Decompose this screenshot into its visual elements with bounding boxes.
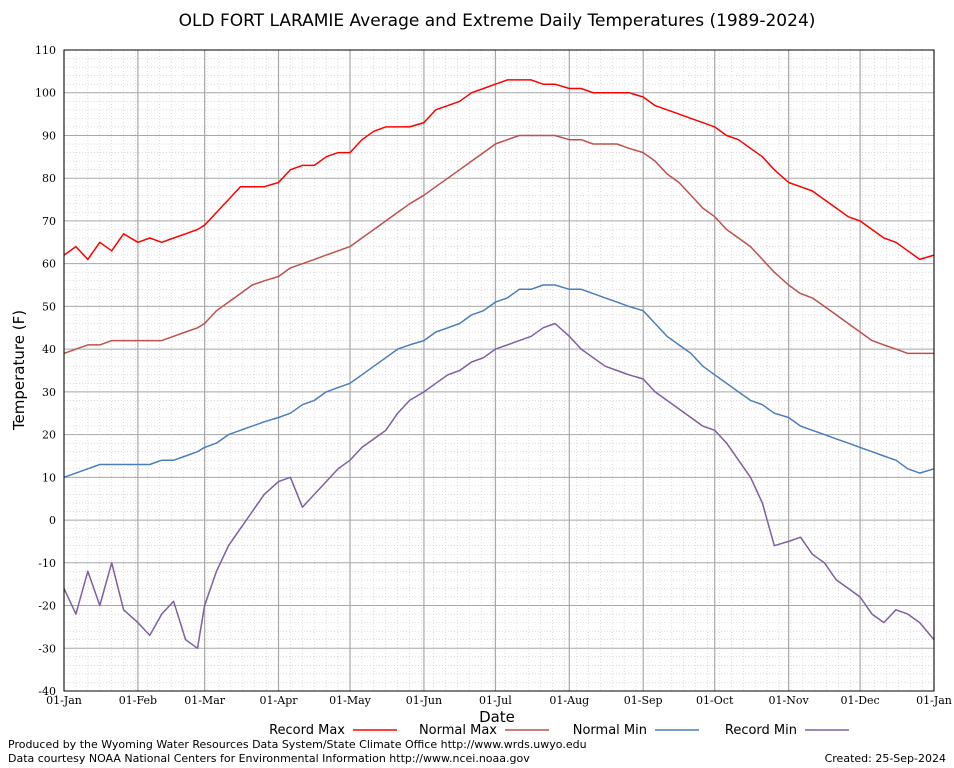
y-axis-label: Temperature (F) [10, 310, 28, 431]
legend-label: Record Max [269, 723, 345, 738]
y-tick-label: 40 [42, 343, 56, 356]
y-tick-label: -30 [38, 642, 56, 655]
x-tick-label: 01-Feb [119, 694, 157, 707]
legend-label: Record Min [725, 723, 797, 738]
y-tick-label: 60 [42, 258, 56, 271]
series-line-record-max [63, 79, 935, 261]
x-tick-label: 01-Jun [406, 694, 442, 707]
x-tick-labels: 01-Jan 01-Feb 01-Mar 01-Apr 01-May 01-Jun 01-J… [46, 694, 952, 707]
y-tick-label: 20 [42, 429, 56, 442]
footer-data-courtesy: Data courtesy NOAA National Centers for … [8, 752, 530, 765]
x-tick-label: 01-Apr [260, 694, 299, 707]
y-tick-label: 50 [42, 300, 56, 313]
x-axis-label: Date [479, 708, 515, 726]
y-tick-label: 10 [42, 471, 56, 484]
y-tick-label: 90 [42, 129, 56, 142]
x-tick-label: 01-Jul [479, 694, 512, 707]
series-lines [63, 79, 935, 650]
x-tick-label: 01-May [329, 694, 372, 707]
chart-title: OLD FORT LARAMIE Average and Extreme Dai… [179, 11, 816, 31]
series-line-normal-max [63, 134, 934, 355]
y-tick-label: 100 [35, 87, 56, 100]
y-tick-label: 30 [42, 386, 56, 399]
footer-produced-by: Produced by the Wyoming Water Resources … [8, 738, 587, 751]
y-tick-label: 0 [49, 514, 56, 527]
y-tick-label: 80 [42, 172, 56, 185]
x-tick-label: 01-Mar [184, 694, 226, 707]
x-tick-label: 01-Sep [624, 694, 663, 707]
footer-created: Created: 25-Sep-2024 [825, 752, 946, 765]
series-line-record-min [63, 322, 935, 650]
y-tick-label: -20 [38, 600, 56, 613]
x-tick-label: 01-Oct [696, 694, 734, 707]
x-tick-label: 01-Nov [769, 694, 810, 707]
y-tick-label: 70 [42, 215, 56, 228]
series-line-normal-min [63, 284, 935, 479]
plot-area [64, 50, 934, 691]
plot-frame [63, 49, 935, 692]
plot-background [64, 50, 934, 691]
y-tick-label: -10 [38, 557, 56, 570]
legend-label: Normal Max [419, 723, 497, 738]
y-tick-label: 110 [35, 44, 56, 57]
grid-lines [63, 49, 935, 692]
y-tick-label: -40 [38, 685, 56, 698]
x-tick-label: 01-Aug [549, 694, 589, 707]
x-tick-label: 01-Jan [46, 694, 82, 707]
x-tick-label: 01-Dec [841, 694, 880, 707]
legend: Record Max Normal Max Normal Min Record Min [269, 723, 849, 738]
x-tick-label: 01-Jan [916, 694, 952, 707]
legend-label: Normal Min [573, 723, 647, 738]
